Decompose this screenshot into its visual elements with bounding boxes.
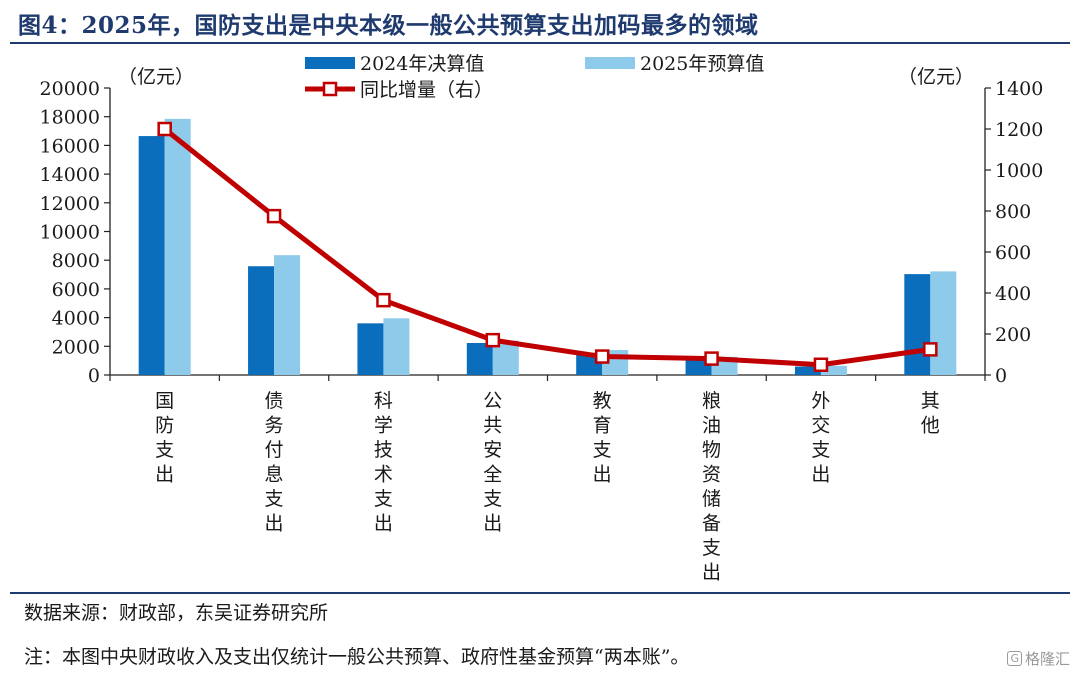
- y-right-tick-label: 0: [995, 365, 1007, 387]
- y-right-tick-label: 600: [995, 242, 1031, 264]
- y-left-tick-label: 0: [88, 365, 100, 387]
- bar-2024-6: [794, 366, 821, 375]
- y-left-tick-label: 16000: [40, 135, 100, 157]
- x-tick-label-3: 公共安全支出: [483, 390, 502, 535]
- y-left-tick-label: 12000: [40, 193, 100, 215]
- line-marker-4: [594, 349, 610, 364]
- x-tick-label-5: 粮油物资储备支出: [702, 390, 721, 584]
- y-right-tick-label: 1400: [995, 78, 1043, 100]
- x-tick-label-7: 其他: [921, 390, 940, 437]
- chart: 0200040006000800010000120001400016000180…: [40, 53, 1044, 584]
- line-marker-0: [157, 121, 172, 137]
- y-right-tick-label: 200: [995, 324, 1031, 346]
- source-text: 数据来源：财政部，东吴证券研究所: [24, 602, 329, 624]
- line-marker-6: [813, 357, 829, 372]
- y-right-tick-label: 1000: [995, 160, 1043, 182]
- legend-swatch-marker: [322, 81, 338, 97]
- line-marker-7: [923, 342, 938, 357]
- figure-title: 图4：2025年，国防支出是中央本级一般公共预算支出加码最多的领域: [18, 12, 759, 39]
- source-rule: [10, 592, 1070, 594]
- line-marker-1: [266, 208, 282, 224]
- legend-swatch-2025: [585, 57, 635, 69]
- y-left-unit-label: （亿元）: [118, 66, 194, 88]
- bar-2024-7: [904, 274, 931, 375]
- bar-2024-0: [138, 136, 165, 375]
- bar-2025-6: [820, 365, 847, 375]
- y-left-tick-label: 6000: [52, 279, 100, 301]
- x-tick-label-1: 债务付息支出: [265, 390, 284, 535]
- bar-2025-2: [383, 318, 410, 375]
- legend-label-line: 同比增量（右）: [360, 79, 493, 101]
- y-right-unit-label: （亿元）: [898, 66, 974, 88]
- bar-2025-0: [164, 118, 191, 375]
- line-increment: [163, 127, 931, 368]
- y-left-tick-label: 18000: [40, 107, 100, 129]
- legend-label-2025: 2025年预算值: [640, 53, 764, 75]
- bar-2025-7: [930, 271, 957, 375]
- legend-swatch-2024: [305, 57, 355, 69]
- y-right-tick-label: 800: [995, 201, 1031, 223]
- legend-label-2024: 2024年决算值: [360, 53, 484, 75]
- x-tick-label-6: 外交支出: [811, 390, 830, 486]
- watermark: G 格隆汇: [1007, 648, 1070, 669]
- line-marker-3: [485, 332, 501, 348]
- y-left-tick-label: 10000: [40, 222, 100, 244]
- line-marker-2: [376, 292, 391, 308]
- line-marker-5: [704, 351, 719, 366]
- y-left-tick-label: 4000: [52, 308, 100, 330]
- y-left-tick-label: 20000: [40, 78, 100, 100]
- x-tick-label-4: 教育支出: [593, 390, 612, 486]
- title-rule: [10, 42, 1070, 44]
- bar-2025-1: [274, 255, 301, 375]
- bar-2024-2: [357, 323, 384, 375]
- watermark-text: 格隆汇: [1024, 650, 1070, 668]
- watermark-logo-icon: G: [1007, 651, 1022, 666]
- y-left-tick-label: 8000: [52, 250, 100, 272]
- bar-2024-1: [248, 266, 275, 375]
- y-right-tick-label: 400: [995, 283, 1031, 305]
- note-text: 注：本图中央财政收入及支出仅统计一般公共预算、政府性基金预算“两本账”。: [24, 646, 690, 668]
- x-tick-label-0: 国防支出: [155, 390, 174, 486]
- y-right-tick-label: 1200: [995, 119, 1043, 141]
- x-tick-label-2: 科学技术支出: [374, 390, 393, 535]
- y-left-tick-label: 2000: [52, 336, 100, 358]
- bar-2024-3: [466, 342, 493, 375]
- y-left-tick-label: 14000: [40, 164, 100, 186]
